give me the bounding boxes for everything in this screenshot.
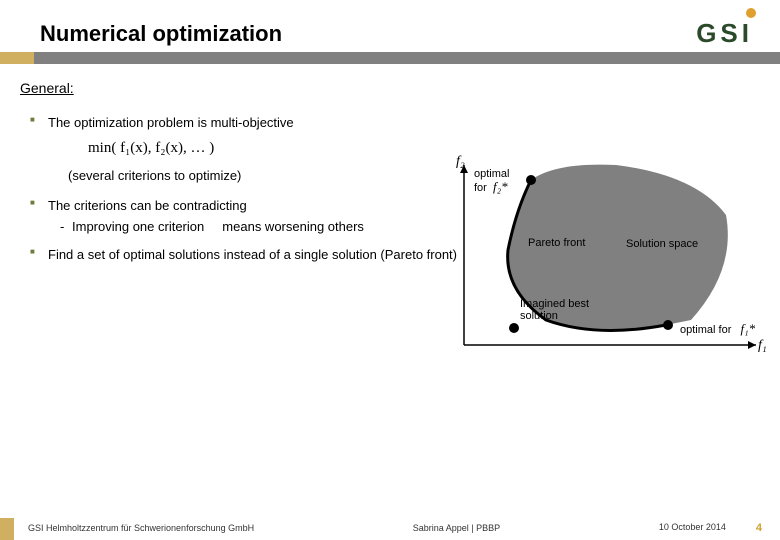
- bullet-1: The optimization problem is multi-object…: [30, 114, 760, 158]
- section-heading: General:: [20, 80, 760, 96]
- bullet-1-text: The optimization problem is multi-object…: [48, 115, 294, 130]
- footer-accent: [0, 518, 14, 540]
- optimal-f2-label: optimal for f₂*: [474, 168, 516, 194]
- imagined-best-label: Imagined best solution: [520, 298, 600, 322]
- pareto-diagram: f₂ f₁ optimal for f₂* Solution space Par…: [436, 160, 766, 360]
- footer: GSI Helmholtzzentrum für Schwerionenfors…: [28, 522, 762, 534]
- slide: Numerical optimization G S I General: Th…: [0, 0, 780, 540]
- slide-title: Numerical optimization: [40, 21, 282, 47]
- bullet-list: The optimization problem is multi-object…: [30, 114, 760, 158]
- pareto-front-label: Pareto front: [528, 237, 585, 249]
- footer-right: 10 October 2014 4: [659, 522, 762, 534]
- y-axis-label: f₂: [456, 154, 465, 169]
- x-axis-arrow-icon: [748, 341, 756, 349]
- math-expression: min( f₁(x), f₂(x), … ): [88, 138, 760, 158]
- bullet-3-text: Find a set of optimal solutions instead …: [48, 247, 457, 262]
- optimal-f2-dot: [526, 175, 536, 185]
- imagined-best-dot: [509, 323, 519, 333]
- footer-left: GSI Helmholtzzentrum für Schwerionenfors…: [28, 523, 254, 533]
- header-bar-accent: [0, 52, 34, 64]
- x-axis-label: f₁: [758, 338, 767, 353]
- optimal-f1-dot: [663, 320, 673, 330]
- gsi-logo: G S I: [696, 18, 750, 49]
- footer-date: 10 October 2014: [659, 522, 726, 534]
- logo-dot-icon: [746, 8, 756, 18]
- page-number: 4: [756, 522, 762, 534]
- solution-space-label: Solution space: [626, 238, 698, 250]
- footer-center: Sabrina Appel | PBBP: [254, 523, 659, 533]
- header-bar: [0, 52, 780, 64]
- optimal-f1-label: optimal for f₁*: [680, 322, 755, 336]
- title-row: Numerical optimization G S I: [40, 18, 750, 49]
- bullet-2-text: The criterions can be contradicting: [48, 198, 247, 213]
